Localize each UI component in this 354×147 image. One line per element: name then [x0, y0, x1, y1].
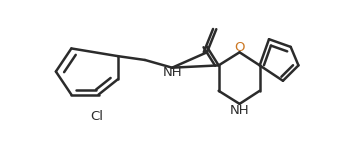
Text: NH: NH [162, 66, 182, 79]
Text: NH: NH [230, 104, 249, 117]
Text: Cl: Cl [91, 110, 103, 123]
Text: O: O [234, 41, 245, 54]
